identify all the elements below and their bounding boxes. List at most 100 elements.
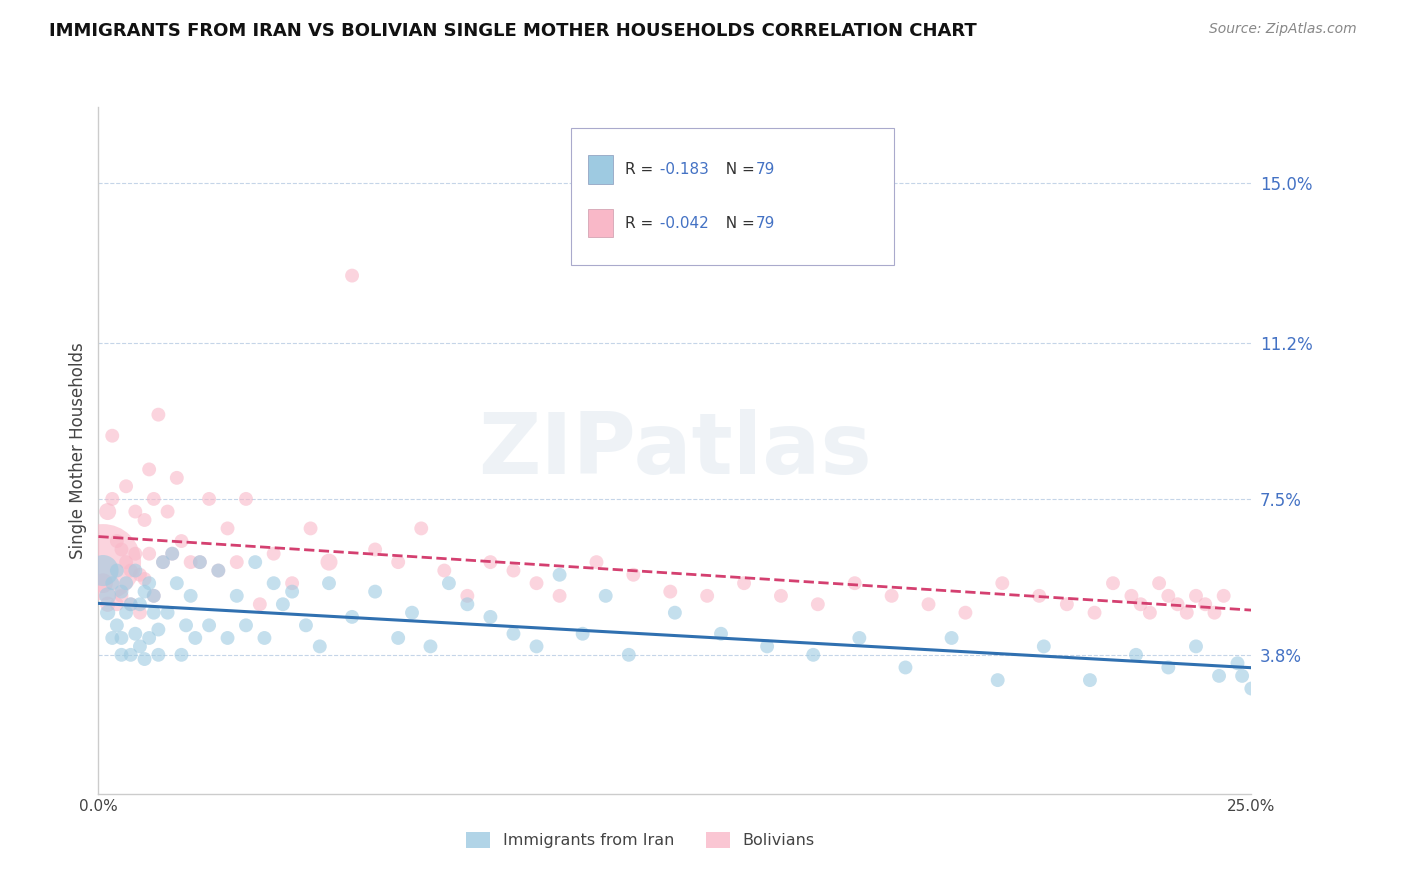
Point bbox=[526, 640, 548, 654]
Point bbox=[217, 521, 239, 535]
Point bbox=[1102, 576, 1125, 591]
Point bbox=[1175, 606, 1198, 620]
Point bbox=[917, 597, 939, 611]
Point bbox=[110, 648, 132, 662]
Point bbox=[110, 584, 132, 599]
Point bbox=[456, 597, 478, 611]
Point bbox=[318, 576, 340, 591]
Point bbox=[188, 555, 211, 569]
Point bbox=[281, 584, 304, 599]
Point bbox=[756, 640, 779, 654]
Point bbox=[105, 597, 128, 611]
Point bbox=[120, 564, 142, 578]
Point bbox=[1185, 589, 1208, 603]
Point bbox=[152, 555, 174, 569]
Point bbox=[225, 589, 247, 603]
Point bbox=[124, 547, 146, 561]
Point bbox=[308, 640, 330, 654]
Text: N =: N = bbox=[716, 216, 759, 231]
Point bbox=[184, 631, 207, 645]
Point bbox=[263, 547, 285, 561]
Point bbox=[134, 584, 156, 599]
Point bbox=[526, 576, 548, 591]
Point bbox=[170, 534, 193, 549]
Point bbox=[115, 606, 138, 620]
Point bbox=[1139, 606, 1161, 620]
Point bbox=[1157, 660, 1180, 674]
Point bbox=[1240, 681, 1263, 696]
Text: 79: 79 bbox=[755, 216, 775, 231]
Point bbox=[160, 547, 183, 561]
Point bbox=[433, 564, 456, 578]
Text: ZIPatlas: ZIPatlas bbox=[478, 409, 872, 492]
Point bbox=[105, 564, 128, 578]
Point bbox=[1208, 669, 1230, 683]
Y-axis label: Single Mother Households: Single Mother Households bbox=[69, 343, 87, 558]
Point bbox=[142, 491, 165, 506]
Point bbox=[548, 567, 571, 582]
Point bbox=[235, 618, 257, 632]
Point bbox=[253, 631, 276, 645]
Point bbox=[101, 576, 124, 591]
Point bbox=[148, 648, 170, 662]
Point bbox=[156, 504, 179, 518]
Point bbox=[955, 606, 977, 620]
Point bbox=[91, 564, 114, 578]
Point bbox=[198, 618, 221, 632]
Point bbox=[844, 576, 866, 591]
Point bbox=[142, 606, 165, 620]
Point bbox=[134, 513, 156, 527]
Point bbox=[595, 589, 617, 603]
Point bbox=[617, 648, 640, 662]
Point bbox=[1125, 648, 1147, 662]
Point bbox=[97, 504, 120, 518]
Point bbox=[801, 648, 824, 662]
Point bbox=[110, 631, 132, 645]
Point bbox=[110, 542, 132, 557]
Point bbox=[166, 576, 188, 591]
Point bbox=[991, 576, 1014, 591]
Point bbox=[299, 521, 322, 535]
Point bbox=[585, 555, 607, 569]
Point bbox=[207, 564, 229, 578]
Point bbox=[115, 479, 138, 493]
Point bbox=[387, 631, 409, 645]
Point bbox=[101, 491, 124, 506]
Point bbox=[105, 534, 128, 549]
Point bbox=[437, 576, 460, 591]
Point bbox=[769, 589, 792, 603]
Point bbox=[1212, 589, 1234, 603]
Point bbox=[129, 640, 152, 654]
Point bbox=[138, 631, 160, 645]
Legend: Immigrants from Iran, Bolivians: Immigrants from Iran, Bolivians bbox=[460, 825, 821, 855]
Point bbox=[120, 597, 142, 611]
Point bbox=[225, 555, 247, 569]
Point bbox=[479, 610, 502, 624]
Point bbox=[848, 631, 870, 645]
Point bbox=[160, 547, 183, 561]
Point bbox=[134, 652, 156, 666]
Point bbox=[138, 576, 160, 591]
Point bbox=[129, 597, 152, 611]
Point bbox=[1121, 589, 1143, 603]
Point bbox=[97, 606, 120, 620]
Point bbox=[295, 618, 318, 632]
Point bbox=[156, 606, 179, 620]
Point bbox=[97, 589, 120, 603]
Point bbox=[696, 589, 718, 603]
Text: R =: R = bbox=[624, 162, 658, 178]
Point bbox=[987, 673, 1010, 687]
Point bbox=[340, 610, 363, 624]
Point bbox=[1032, 640, 1054, 654]
Text: -0.183: -0.183 bbox=[655, 162, 710, 178]
Point bbox=[217, 631, 239, 645]
Point bbox=[180, 555, 202, 569]
Point bbox=[124, 504, 146, 518]
Point bbox=[142, 589, 165, 603]
Point bbox=[1078, 673, 1101, 687]
Point bbox=[138, 547, 160, 561]
Point bbox=[129, 567, 152, 582]
Point bbox=[235, 491, 257, 506]
Point bbox=[621, 567, 644, 582]
Point bbox=[664, 606, 686, 620]
